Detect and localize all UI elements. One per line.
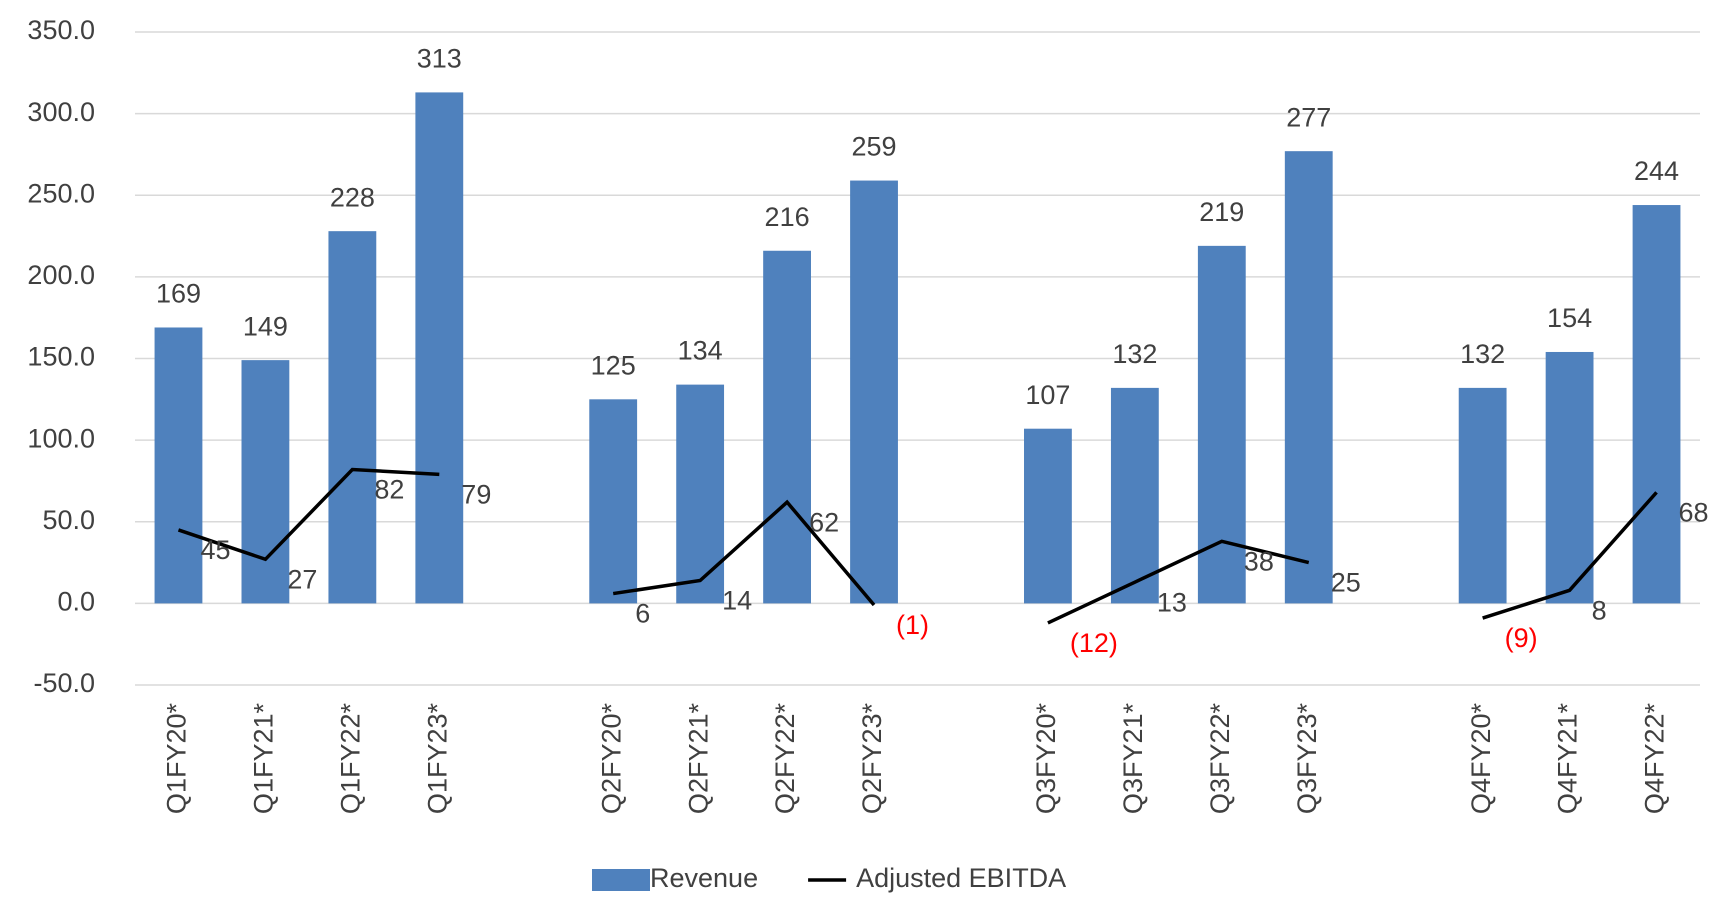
bar-value-label: 149 [243,311,288,341]
line-value-label: 25 [1331,568,1361,598]
line-value-label: 8 [1592,595,1607,625]
x-tick-label: Q1FY21* [249,703,279,815]
bar-value-label: 107 [1025,380,1070,410]
line [1047,539,1310,625]
line-value-label: 62 [809,507,839,537]
bar-value-label: 216 [765,202,810,232]
x-tick-label: Q2FY21* [683,703,713,815]
line-value-label: (12) [1070,628,1118,658]
bar-value-label: 219 [1199,197,1244,227]
x-tick-label: Q1FY20* [162,703,192,815]
bar [1284,151,1333,604]
bar-value-label: 132 [1460,339,1505,369]
bar-value-label: 134 [678,336,723,366]
bar-value-label: 313 [417,44,462,74]
bar [676,384,725,604]
bar-value-label: 132 [1112,339,1157,369]
y-tick-label: -50.0 [33,668,95,698]
y-tick-label: 200.0 [27,260,95,290]
line-value-label: 14 [722,586,752,616]
x-tick-label: Q3FY21* [1118,703,1148,815]
line-value-label: 6 [635,599,650,629]
bar [154,327,203,604]
bar [328,231,377,604]
y-tick-label: 250.0 [27,178,95,208]
x-tick-label: Q2FY22* [770,703,800,815]
legend-label: Revenue [650,863,758,893]
x-tick-label: Q4FY21* [1553,703,1583,815]
bar-value-label: 169 [156,279,201,309]
bar-value-label: 259 [851,132,896,162]
bar [1110,387,1159,604]
x-tick-label: Q4FY22* [1640,703,1670,815]
bar [850,180,898,604]
line [1482,491,1658,620]
bar [589,399,638,604]
x-tick-label: Q2FY20* [596,703,626,815]
bar [1024,428,1072,604]
line-value-label: (1) [896,610,929,640]
line [612,499,876,607]
bar-value-label: 154 [1547,303,1592,333]
x-tick-label: Q4FY20* [1466,703,1496,815]
line-value-label: 82 [374,475,404,505]
x-tick-label: Q2FY23* [857,703,887,815]
bar-value-label: 125 [591,350,636,380]
line-value-label: 27 [287,564,317,594]
line-value-label: (9) [1505,623,1538,653]
bar [1632,205,1681,604]
bar [241,360,290,604]
y-tick-label: 300.0 [27,97,95,127]
x-tick-label: Q1FY23* [422,703,452,815]
x-tick-label: Q3FY22* [1205,703,1235,815]
bar [1458,387,1507,604]
y-tick-label: 0.0 [57,587,95,617]
legend-label: Adjusted EBITDA [856,863,1066,893]
line-value-label: 45 [200,535,230,565]
bar-value-label: 244 [1634,156,1679,186]
bar [415,92,464,604]
bar-value-label: 277 [1286,102,1331,132]
y-tick-label: 50.0 [42,505,95,535]
line [177,467,440,562]
x-tick-label: Q1FY22* [335,703,365,815]
line-value-label: 79 [461,480,491,510]
y-tick-label: 350.0 [27,15,95,45]
y-tick-label: 150.0 [27,342,95,372]
line-value-label: 68 [1679,497,1709,527]
bar [1545,351,1594,604]
line-value-label: 13 [1157,587,1187,617]
x-tick-label: Q3FY23* [1292,703,1322,815]
legend-swatch [592,869,650,891]
x-tick-label: Q3FY20* [1031,703,1061,815]
bar-value-label: 228 [330,182,375,212]
y-tick-label: 100.0 [27,423,95,453]
bar [763,250,811,604]
line-value-label: 38 [1244,546,1274,576]
